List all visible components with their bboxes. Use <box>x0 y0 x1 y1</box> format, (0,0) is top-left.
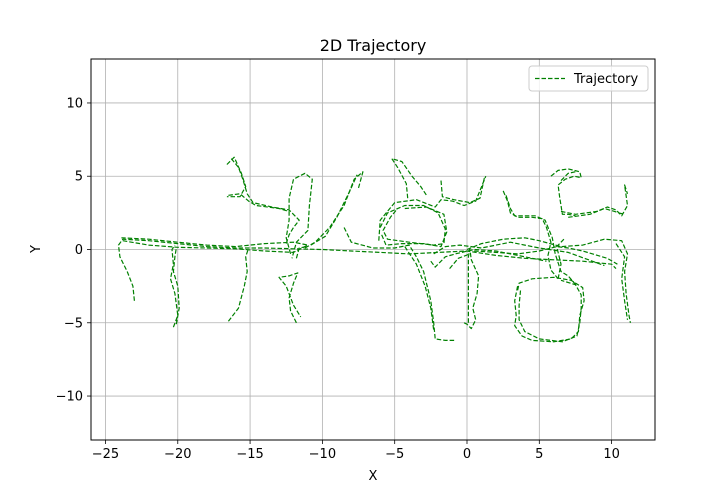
trajectory-segment <box>343 227 456 341</box>
x-tick-label: 0 <box>463 447 471 462</box>
trajectory-segment <box>615 243 629 320</box>
y-tick-label: 5 <box>75 170 83 185</box>
legend: Trajectory <box>528 65 649 92</box>
x-tick-label: 10 <box>603 447 620 462</box>
legend-box <box>528 65 649 92</box>
trajectory-segment <box>440 177 485 204</box>
trajectory-segment <box>568 207 625 218</box>
trajectory-segment <box>121 237 309 253</box>
x-tick-label: 5 <box>535 447 543 462</box>
tick-layer: −25 −20 −15 −10 −5 0 5 10 −10 −5 0 5 10 <box>56 96 620 462</box>
x-tick-label: −20 <box>164 447 191 462</box>
trajectory-segment <box>117 238 617 301</box>
trajectory-segment <box>560 171 576 182</box>
x-tick-label: −10 <box>309 447 336 462</box>
trajectory-segment <box>474 246 618 265</box>
trajectory-segment <box>449 253 471 269</box>
trajectory-segment <box>169 244 179 328</box>
y-axis-label: Y <box>29 245 44 254</box>
trajectory-segment <box>304 171 364 249</box>
grid-lines <box>91 59 655 440</box>
trajectory-segment <box>278 272 302 324</box>
trajectory-segment <box>502 190 559 280</box>
x-tick-label: −15 <box>236 447 263 462</box>
data-layer <box>117 156 631 343</box>
trajectory-segment <box>404 246 435 331</box>
trajectory-segment <box>463 249 480 330</box>
trajectory-segment <box>560 184 629 217</box>
trajectory-segment <box>391 158 428 199</box>
trajectory-segment <box>226 156 247 198</box>
trajectory-segment <box>467 247 471 323</box>
y-tick-label: 0 <box>75 243 83 258</box>
legend-label-trajectory: Trajectory <box>573 72 638 87</box>
y-tick-label: −5 <box>64 316 83 331</box>
trajectory-segment <box>285 172 313 259</box>
trajectory-segment <box>466 237 631 323</box>
trajectory-segment <box>556 238 565 279</box>
y-tick-label: 10 <box>66 96 83 111</box>
trajectory-segment <box>433 241 605 267</box>
trajectory-segment <box>430 248 547 268</box>
x-tick-label: −5 <box>385 447 404 462</box>
trajectory-segment <box>518 279 582 343</box>
x-axis-label: X <box>369 469 378 484</box>
trajectory-segment <box>228 193 290 212</box>
y-tick-label: −10 <box>56 390 83 405</box>
trajectory-segment <box>550 168 582 217</box>
trajectory-segment <box>172 247 180 325</box>
trajectory-segment <box>379 204 446 246</box>
chart-title: 2D Trajectory <box>320 36 427 55</box>
trajectory-segment <box>378 175 487 241</box>
trajectory-segment <box>381 206 448 248</box>
trajectory-segment <box>295 246 307 259</box>
trajectory-segment <box>310 174 358 246</box>
trajectory-segment <box>505 195 578 287</box>
trajectory-segment <box>514 276 585 343</box>
x-tick-label: −25 <box>92 447 119 462</box>
trajectory-segment <box>227 247 250 322</box>
